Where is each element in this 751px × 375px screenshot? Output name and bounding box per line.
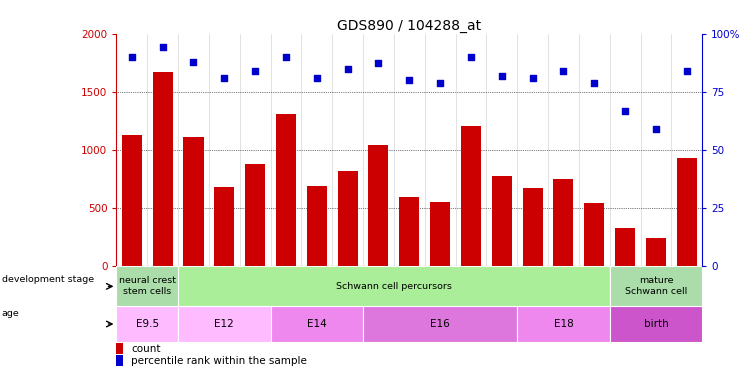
Bar bbox=[363, 306, 517, 342]
Bar bbox=[646, 238, 666, 267]
Bar bbox=[245, 164, 265, 267]
Bar bbox=[116, 344, 123, 354]
Bar bbox=[307, 186, 327, 267]
Bar bbox=[677, 158, 697, 267]
Text: birth: birth bbox=[644, 319, 668, 329]
Bar bbox=[338, 171, 357, 267]
Point bbox=[619, 108, 631, 114]
Text: E18: E18 bbox=[553, 319, 573, 329]
Text: development stage: development stage bbox=[2, 275, 94, 284]
Point bbox=[650, 126, 662, 132]
Bar bbox=[492, 176, 512, 267]
Point bbox=[557, 68, 569, 74]
Point bbox=[311, 75, 323, 81]
Point bbox=[249, 68, 261, 74]
Point bbox=[157, 44, 169, 50]
Point bbox=[126, 54, 138, 60]
Point bbox=[526, 75, 538, 81]
Point bbox=[219, 75, 231, 81]
Text: Schwann cell percursors: Schwann cell percursors bbox=[336, 282, 452, 291]
Point bbox=[496, 73, 508, 79]
Text: percentile rank within the sample: percentile rank within the sample bbox=[131, 356, 307, 366]
Bar bbox=[553, 178, 574, 267]
Point bbox=[434, 80, 446, 86]
Bar bbox=[461, 126, 481, 267]
Bar bbox=[116, 267, 178, 306]
Bar bbox=[584, 203, 605, 267]
Bar bbox=[183, 137, 204, 267]
Bar bbox=[615, 228, 635, 267]
Bar bbox=[523, 189, 543, 267]
Text: mature
Schwann cell: mature Schwann cell bbox=[625, 276, 687, 296]
Bar bbox=[400, 196, 419, 267]
Point bbox=[188, 58, 200, 64]
Bar bbox=[116, 356, 123, 366]
Bar bbox=[610, 306, 702, 342]
Text: E14: E14 bbox=[307, 319, 327, 329]
Text: E9.5: E9.5 bbox=[136, 319, 158, 329]
Text: age: age bbox=[2, 309, 20, 318]
Bar bbox=[610, 267, 702, 306]
Text: count: count bbox=[131, 344, 161, 354]
Point bbox=[372, 60, 385, 66]
Title: GDS890 / 104288_at: GDS890 / 104288_at bbox=[337, 19, 481, 33]
Bar bbox=[122, 135, 142, 267]
Bar bbox=[270, 306, 363, 342]
Bar bbox=[430, 202, 450, 267]
Bar bbox=[178, 306, 270, 342]
Point bbox=[403, 77, 415, 83]
Bar bbox=[214, 188, 234, 267]
Point bbox=[588, 80, 600, 86]
Bar bbox=[369, 146, 388, 267]
Text: E16: E16 bbox=[430, 319, 450, 329]
Point bbox=[342, 66, 354, 72]
Text: E12: E12 bbox=[215, 319, 234, 329]
Point bbox=[680, 68, 692, 74]
Text: neural crest
stem cells: neural crest stem cells bbox=[119, 276, 176, 296]
Bar bbox=[152, 72, 173, 267]
Bar bbox=[178, 267, 610, 306]
Bar bbox=[276, 114, 296, 267]
Point bbox=[280, 54, 292, 60]
Bar bbox=[517, 306, 610, 342]
Bar bbox=[116, 306, 178, 342]
Point bbox=[465, 54, 477, 60]
